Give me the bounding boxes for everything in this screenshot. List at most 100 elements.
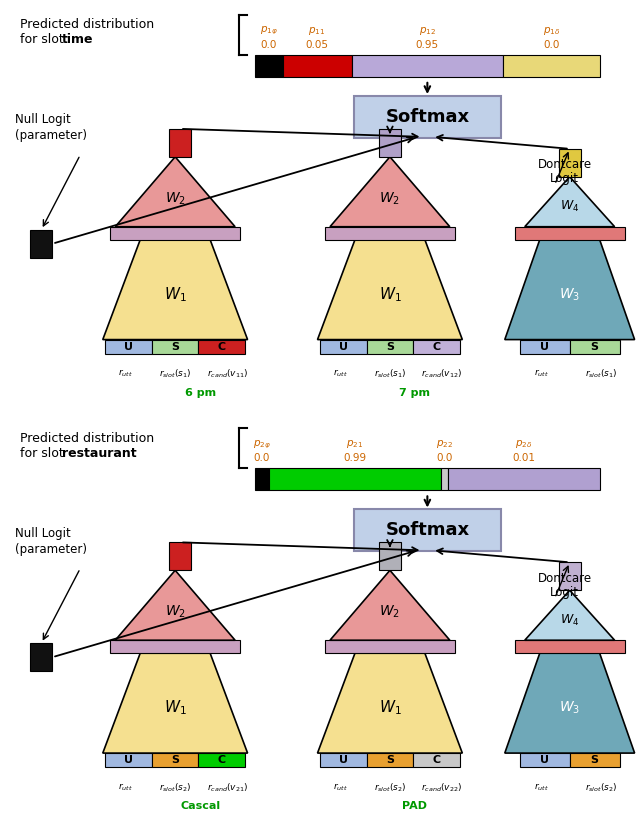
Text: $r_{slot}(s_1)$: $r_{slot}(s_1)$ (374, 367, 406, 380)
Text: $W_3$: $W_3$ (559, 700, 580, 716)
Text: 0.05: 0.05 (306, 40, 328, 50)
Polygon shape (103, 653, 248, 753)
Text: 0.0: 0.0 (260, 40, 277, 50)
Bar (320, 753, 367, 767)
Text: $W_2$: $W_2$ (164, 604, 186, 620)
Text: $r_{utt}$: $r_{utt}$ (333, 367, 348, 379)
Text: $W_1$: $W_1$ (164, 699, 187, 718)
Bar (448, 468, 600, 490)
Bar (198, 340, 245, 354)
Text: restaurant: restaurant (62, 447, 137, 460)
Text: $r_{cand}(v_{12})$: $r_{cand}(v_{12})$ (421, 367, 463, 380)
Text: 0.01: 0.01 (513, 453, 535, 463)
Text: $r_{utt}$: $r_{utt}$ (534, 781, 549, 792)
Text: $r_{utt}$: $r_{utt}$ (118, 781, 132, 792)
Text: $r_{cand}(v_{21})$: $r_{cand}(v_{21})$ (207, 781, 248, 794)
Polygon shape (330, 571, 450, 640)
Text: $p_{1\delta}$: $p_{1\delta}$ (543, 25, 560, 37)
Text: $r_{cand}(v_{11})$: $r_{cand}(v_{11})$ (207, 367, 248, 380)
FancyBboxPatch shape (354, 96, 500, 138)
Bar (255, 468, 269, 490)
Bar (367, 340, 413, 354)
Text: Softmax: Softmax (385, 521, 469, 539)
Text: S: S (171, 755, 179, 765)
Polygon shape (115, 157, 235, 227)
Text: S: S (591, 342, 598, 351)
Text: 0.95: 0.95 (416, 40, 439, 50)
Text: C: C (218, 755, 226, 765)
FancyBboxPatch shape (354, 509, 500, 552)
Text: for slot: for slot (20, 33, 68, 46)
Text: Predicted distribution: Predicted distribution (20, 18, 154, 31)
Bar (169, 129, 191, 157)
Text: $W_3$: $W_3$ (559, 286, 580, 303)
Text: U: U (540, 342, 549, 351)
Text: C: C (433, 755, 440, 765)
Polygon shape (505, 240, 635, 340)
Text: time: time (62, 33, 94, 46)
Text: for slot: for slot (20, 447, 68, 460)
Text: $r_{slot}(s_1)$: $r_{slot}(s_1)$ (159, 367, 191, 380)
Text: $r_{slot}(s_1)$: $r_{slot}(s_1)$ (586, 367, 618, 380)
Text: $r_{utt}$: $r_{utt}$ (118, 367, 132, 379)
Text: C: C (433, 342, 440, 351)
Text: Softmax: Softmax (385, 108, 469, 126)
Text: $W_1$: $W_1$ (378, 699, 401, 718)
Bar (379, 129, 401, 157)
Text: Predicted distribution: Predicted distribution (20, 432, 154, 445)
Text: $W_2$: $W_2$ (380, 604, 401, 620)
Bar (283, 55, 351, 77)
Bar (559, 149, 580, 177)
Bar (325, 227, 455, 240)
Bar (570, 753, 620, 767)
Polygon shape (317, 240, 462, 340)
Bar (441, 468, 448, 490)
Text: $r_{slot}(s_2)$: $r_{slot}(s_2)$ (374, 781, 406, 794)
Text: 0.0: 0.0 (436, 453, 452, 463)
Text: 7 pm: 7 pm (399, 388, 430, 398)
Text: S: S (386, 755, 394, 765)
Text: $p_{12}$: $p_{12}$ (419, 25, 436, 37)
Text: $W_1$: $W_1$ (164, 285, 187, 304)
Bar (520, 753, 570, 767)
Text: Dontcare: Dontcare (538, 158, 592, 171)
Polygon shape (103, 240, 248, 340)
Text: $r_{slot}(s_2)$: $r_{slot}(s_2)$ (159, 781, 191, 794)
Text: $r_{utt}$: $r_{utt}$ (333, 781, 348, 792)
Bar (152, 753, 198, 767)
Text: $r_{slot}(s_2)$: $r_{slot}(s_2)$ (586, 781, 618, 794)
Polygon shape (317, 653, 462, 753)
Bar (379, 543, 401, 571)
Text: Dontcare: Dontcare (538, 571, 592, 585)
Bar (515, 227, 625, 240)
Text: Null Logit: Null Logit (15, 113, 71, 127)
Text: $r_{cand}(v_{22})$: $r_{cand}(v_{22})$ (421, 781, 463, 794)
Bar (105, 340, 152, 354)
Bar (30, 643, 52, 672)
Text: $W_2$: $W_2$ (380, 190, 401, 207)
Text: S: S (386, 342, 394, 351)
Bar (413, 753, 460, 767)
Text: C: C (218, 342, 226, 351)
Text: 0.99: 0.99 (344, 453, 367, 463)
Bar (320, 340, 367, 354)
Text: 6 pm: 6 pm (184, 388, 216, 398)
Text: Logit: Logit (550, 172, 579, 185)
Text: $W_2$: $W_2$ (164, 190, 186, 207)
Bar (520, 340, 570, 354)
Polygon shape (505, 653, 635, 753)
Polygon shape (115, 571, 235, 640)
Polygon shape (525, 590, 614, 640)
Bar (559, 562, 580, 590)
Bar (570, 340, 620, 354)
Text: $r_{utt}$: $r_{utt}$ (534, 367, 549, 379)
Text: $p_{2\varphi}$: $p_{2\varphi}$ (253, 438, 271, 451)
Text: $W_4$: $W_4$ (560, 613, 579, 628)
Text: $p_{21}$: $p_{21}$ (346, 438, 364, 451)
Text: Logit: Logit (550, 586, 579, 599)
Text: Cascal: Cascal (180, 801, 220, 811)
Text: U: U (339, 755, 348, 765)
Text: U: U (124, 342, 133, 351)
Text: (parameter): (parameter) (15, 543, 88, 556)
Polygon shape (525, 177, 614, 227)
